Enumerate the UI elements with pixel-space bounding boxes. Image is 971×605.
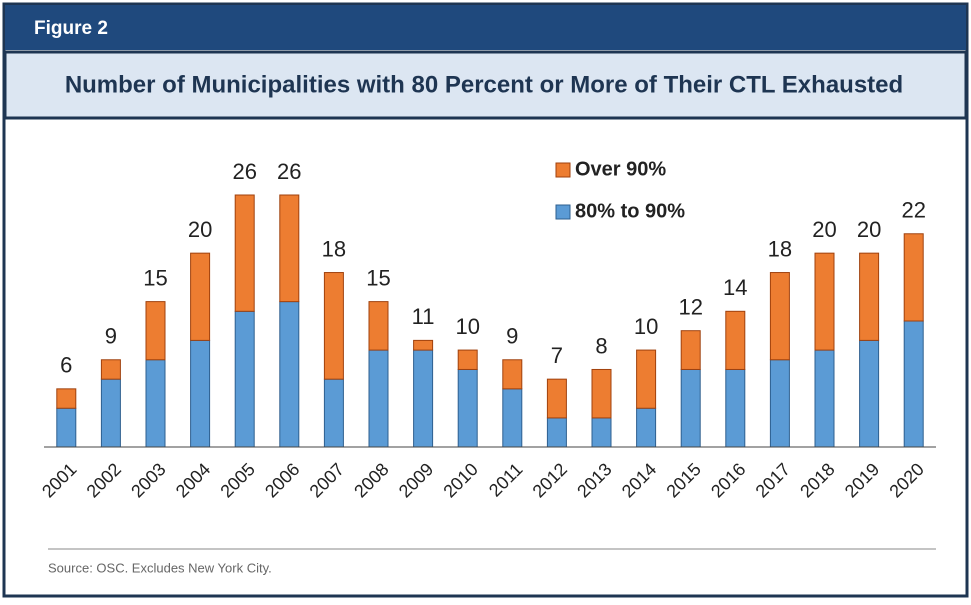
- bar-segment: [100, 359, 121, 380]
- bar-segment: [190, 339, 211, 448]
- total-label: 12: [678, 295, 702, 320]
- total-label: 10: [455, 314, 479, 339]
- total-label: 15: [143, 265, 167, 290]
- bar-segment: [546, 378, 567, 419]
- bar-segment: [234, 310, 255, 448]
- bar-segment: [725, 368, 746, 448]
- bar-segment: [323, 272, 344, 380]
- total-label: 20: [188, 217, 212, 242]
- source-note: Source: OSC. Excludes New York City.: [48, 560, 272, 575]
- total-label: 20: [812, 217, 836, 242]
- bar-segment: [814, 252, 835, 351]
- total-label: 20: [857, 217, 881, 242]
- bar-segment: [680, 330, 701, 370]
- legend-label: 80% to 90%: [575, 200, 685, 222]
- bar-segment: [769, 359, 790, 448]
- bar-segment: [814, 349, 835, 448]
- total-label: 7: [551, 343, 563, 368]
- total-label: 10: [634, 314, 658, 339]
- bar-segment: [457, 368, 478, 448]
- bar-segment: [56, 407, 77, 448]
- bar-segment: [591, 417, 612, 448]
- bar-segment: [725, 310, 746, 370]
- bar-segment: [457, 349, 478, 370]
- title-band: [3, 50, 968, 120]
- total-label: 14: [723, 275, 747, 300]
- chart-title: Number of Municipalities with 80 Percent…: [65, 71, 903, 98]
- total-label: 18: [322, 236, 346, 261]
- bar-segment: [279, 301, 300, 448]
- bar-segment: [100, 378, 121, 448]
- bar-segment: [279, 194, 300, 303]
- bar-segment: [636, 407, 657, 448]
- bar-segment: [234, 194, 255, 312]
- bar-segment: [859, 252, 880, 341]
- bar-segment: [502, 388, 523, 448]
- total-label: 9: [105, 324, 117, 349]
- bar-segment: [413, 339, 434, 351]
- bar-segment: [368, 349, 389, 448]
- total-label: 18: [768, 236, 792, 261]
- total-label: 11: [412, 304, 435, 329]
- bar-segment: [145, 359, 166, 448]
- total-label: 26: [232, 159, 256, 184]
- bar-segment: [190, 252, 211, 341]
- total-label: 6: [60, 353, 72, 378]
- legend-label: Over 90%: [575, 158, 666, 180]
- bar-segment: [591, 368, 612, 419]
- total-label: 26: [277, 159, 301, 184]
- bar-segment: [413, 349, 434, 448]
- bar-segment: [502, 359, 523, 390]
- total-label: 22: [901, 198, 925, 223]
- total-label: 9: [506, 324, 518, 349]
- bar-segment: [546, 417, 567, 448]
- bar-segment: [903, 233, 924, 322]
- bar-segment: [769, 272, 790, 361]
- bar-segment: [368, 301, 389, 351]
- figure-header: [5, 5, 966, 50]
- bar-segment: [680, 368, 701, 448]
- bar-segment: [903, 320, 924, 448]
- bar-segment: [56, 388, 77, 409]
- legend-swatch: [555, 204, 571, 220]
- bar-segment: [636, 349, 657, 409]
- bar-segment: [145, 301, 166, 361]
- figure-label: Figure 2: [34, 18, 108, 39]
- total-label: 15: [366, 265, 390, 290]
- total-label: 8: [595, 333, 607, 358]
- bar-segment: [323, 378, 344, 448]
- legend-swatch: [555, 162, 571, 178]
- bar-segment: [859, 339, 880, 448]
